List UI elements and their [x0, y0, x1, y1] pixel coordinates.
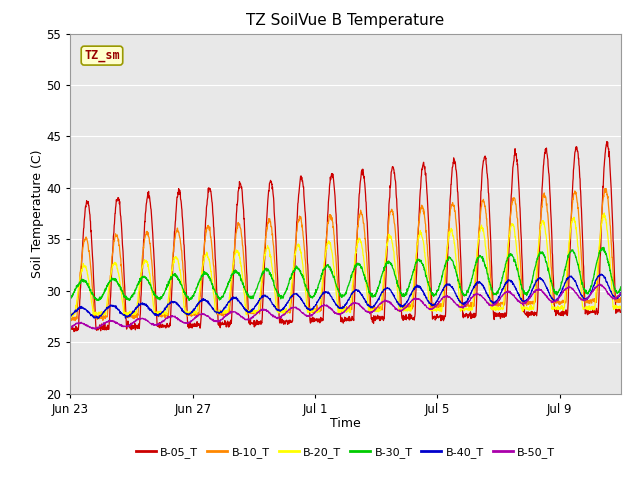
B-40_T: [500, 284, 508, 289]
B-50_T: [602, 286, 609, 292]
B-05_T: [500, 312, 508, 318]
B-05_T: [603, 139, 611, 144]
B-40_T: [602, 275, 609, 281]
B-40_T: [601, 275, 609, 280]
B-20_T: [600, 210, 608, 216]
B-10_T: [601, 186, 609, 192]
X-axis label: Time: Time: [330, 417, 361, 430]
B-05_T: [601, 151, 609, 156]
B-10_T: [71, 318, 79, 324]
B-30_T: [617, 284, 625, 289]
B-30_T: [601, 250, 609, 256]
B-50_T: [92, 326, 100, 332]
B-50_T: [95, 324, 102, 330]
B-40_T: [94, 315, 102, 321]
B-10_T: [617, 297, 625, 302]
B-20_T: [320, 264, 328, 270]
B-50_T: [597, 281, 605, 287]
B-20_T: [68, 314, 76, 320]
B-10_T: [602, 186, 610, 192]
B-50_T: [320, 301, 328, 307]
B-50_T: [67, 325, 74, 331]
B-10_T: [320, 272, 328, 277]
B-20_T: [617, 306, 625, 312]
B-10_T: [601, 188, 609, 193]
B-30_T: [500, 269, 508, 275]
B-40_T: [320, 289, 328, 295]
B-05_T: [320, 302, 328, 308]
B-30_T: [320, 267, 328, 273]
Title: TZ SoilVue B Temperature: TZ SoilVue B Temperature: [246, 13, 445, 28]
Y-axis label: Soil Temperature (C): Soil Temperature (C): [31, 149, 44, 278]
B-30_T: [335, 287, 342, 293]
Line: B-10_T: B-10_T: [70, 189, 621, 321]
B-30_T: [95, 298, 102, 303]
B-50_T: [601, 286, 609, 291]
B-20_T: [67, 312, 74, 318]
B-30_T: [600, 244, 607, 250]
B-05_T: [95, 326, 102, 332]
B-50_T: [335, 311, 342, 317]
Line: B-50_T: B-50_T: [70, 284, 621, 329]
B-05_T: [617, 309, 625, 315]
B-40_T: [617, 289, 625, 295]
B-10_T: [335, 288, 342, 294]
Text: TZ_sm: TZ_sm: [84, 49, 120, 62]
B-20_T: [500, 296, 508, 301]
B-05_T: [601, 155, 609, 161]
B-40_T: [335, 304, 342, 310]
B-20_T: [335, 310, 342, 316]
Legend: B-05_T, B-10_T, B-20_T, B-30_T, B-40_T, B-50_T: B-05_T, B-10_T, B-20_T, B-30_T, B-40_T, …: [131, 443, 560, 462]
B-05_T: [335, 263, 342, 269]
B-05_T: [70, 329, 78, 335]
B-50_T: [500, 291, 508, 297]
Line: B-30_T: B-30_T: [70, 247, 621, 300]
B-30_T: [67, 296, 74, 302]
B-20_T: [95, 310, 102, 315]
B-40_T: [95, 315, 102, 321]
Line: B-05_T: B-05_T: [70, 142, 621, 332]
B-40_T: [597, 271, 605, 277]
B-10_T: [95, 313, 102, 319]
Line: B-20_T: B-20_T: [70, 213, 621, 317]
B-30_T: [185, 298, 193, 303]
B-20_T: [602, 216, 609, 222]
Line: B-40_T: B-40_T: [70, 274, 621, 318]
B-30_T: [602, 249, 609, 255]
B-05_T: [67, 325, 74, 331]
B-10_T: [500, 300, 508, 306]
B-10_T: [67, 316, 74, 322]
B-20_T: [601, 214, 609, 220]
B-50_T: [617, 290, 625, 296]
B-40_T: [67, 313, 74, 319]
